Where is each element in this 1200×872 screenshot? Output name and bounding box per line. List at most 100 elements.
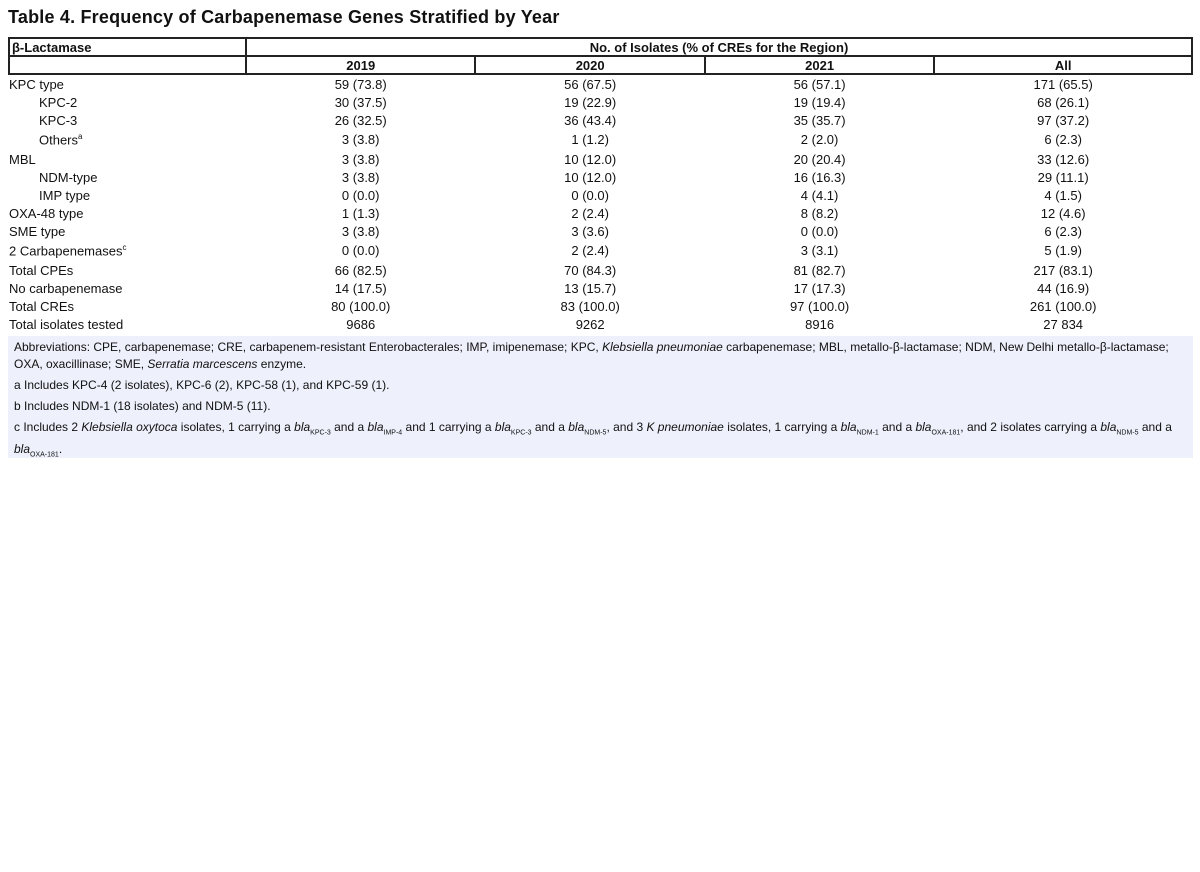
cell-value: 3 (3.8) <box>341 151 380 167</box>
gene-subscript: NDM-1 <box>856 429 879 437</box>
table-row: OXA-48 type 1 (1.3) 2 (2.4) 8 (8.2) 12 (4.6) <box>9 204 1192 222</box>
cell-value: 4 (4.1) <box>800 187 839 203</box>
footnote-c: c Includes 2 Klebsiella oxytoca isolates… <box>14 419 1187 464</box>
row-label-text: 2 Carbapenemases <box>9 243 123 259</box>
cell-value: 27 834 <box>1043 316 1084 332</box>
cell-value: 1 (1.2) <box>571 132 609 147</box>
carbapenemase-table: β-Lactamase No. of Isolates (% of CREs f… <box>8 37 1193 333</box>
footnote-marker: c <box>122 242 127 252</box>
row-label: Total CPEs <box>9 261 246 279</box>
table-row: KPC-3 26 (32.5) 36 (43.4) 35 (35.7) 97 (37.2… <box>9 111 1192 129</box>
footnote-text: bla <box>1100 420 1117 434</box>
footnote-text: Klebsiella oxytoca <box>81 420 178 434</box>
table-row: 2 Carbapenemasesc 0 (0.0) 2 (2.4) 3 (3.1) 5 … <box>9 240 1192 261</box>
table-row: KPC type 59 (73.8) 56 (67.5) 56 (57.1) 171 (… <box>9 74 1192 93</box>
footnote-text: bla <box>568 420 585 434</box>
cell-value: 36 (43.4) <box>564 112 617 128</box>
header-year: 2020 <box>474 55 706 75</box>
cell-value: 10 (12.0) <box>564 169 617 185</box>
cell-value: 70 (84.3) <box>564 262 617 278</box>
footnote-text: bla <box>494 420 511 434</box>
cell-value: 97 (37.2) <box>1037 112 1090 128</box>
header-row-years: 2019 2020 2021 All <box>8 55 1193 75</box>
cell-value: 26 (32.5) <box>334 112 387 128</box>
header-isolates-group: No. of Isolates (% of CREs for the Regio… <box>245 37 1193 57</box>
cell-value: 261 (100.0) <box>1029 298 1097 314</box>
row-label-text: Others <box>39 132 79 148</box>
row-label: KPC-3 <box>9 111 246 129</box>
cell-value: 16 (16.3) <box>793 169 846 185</box>
cell-value: 80 (100.0) <box>331 298 391 314</box>
footnote-text: isolates, 1 carrying a <box>177 420 295 434</box>
header-row-group: β-Lactamase No. of Isolates (% of CREs f… <box>8 37 1193 57</box>
cell-value: 2 (2.4) <box>571 205 609 221</box>
row-label-text: IMP type <box>39 187 91 203</box>
cell-value: 5 (1.9) <box>1044 243 1082 258</box>
table-row: Total CREs 80 (100.0) 83 (100.0) 97 (100.0)… <box>9 297 1192 315</box>
row-label: Total isolates tested <box>9 315 246 333</box>
footnote-text: and a <box>878 420 916 434</box>
table-title: Table 4. Frequency of Carbapenemase Gene… <box>8 7 560 27</box>
row-label: IMP type <box>9 186 246 204</box>
table-body: KPC type 59 (73.8) 56 (67.5) 56 (57.1) 171 (… <box>9 74 1192 333</box>
table-row: Total CPEs 66 (82.5) 70 (84.3) 81 (82.7) 217… <box>9 261 1192 279</box>
footnote-text: and a <box>1138 420 1172 434</box>
cell-value: 0 (0.0) <box>571 187 609 203</box>
table-row: KPC-2 30 (37.5) 19 (22.9) 19 (19.4) 68 (26.1… <box>9 93 1192 111</box>
table-row: SME type 3 (3.8) 3 (3.6) 0 (0.0) 6 (2.3) <box>9 222 1192 240</box>
footnote-text: Abbreviations: CPE, carbapenemase; CRE, … <box>14 340 603 354</box>
cell-value: 33 (12.6) <box>1037 151 1090 167</box>
cell-value: 97 (100.0) <box>789 298 850 314</box>
cell-value: 19 (22.9) <box>564 94 617 110</box>
row-label-text: No carbapenemase <box>9 280 123 296</box>
cell-value: 0 (0.0) <box>341 187 380 203</box>
gene-subscript: NDM-5 <box>1116 429 1139 437</box>
table-row: Othersa 3 (3.8) 1 (1.2) 2 (2.0) 6 (2.3) <box>9 129 1192 150</box>
gene-subscript: KPC-3 <box>310 429 331 437</box>
row-label: MBL <box>9 150 246 168</box>
footnote-marker: a <box>78 131 83 141</box>
cell-value: 13 (15.7) <box>564 280 617 296</box>
cell-value: 81 (82.7) <box>793 262 846 278</box>
cell-value: 56 (67.5) <box>564 76 617 92</box>
cell-value: 44 (16.9) <box>1037 280 1090 296</box>
row-label-text: KPC type <box>9 76 64 92</box>
row-label: KPC type <box>9 74 246 93</box>
row-label-text: KPC-2 <box>39 94 78 110</box>
row-label: Total CREs <box>9 297 246 315</box>
cell-value: 0 (0.0) <box>800 223 839 239</box>
cell-value: 3 (3.8) <box>341 223 380 239</box>
cell-value: 19 (19.4) <box>793 94 846 110</box>
cell-value: 171 (65.5) <box>1033 76 1093 92</box>
footnote-text: and a <box>330 420 368 434</box>
cell-value: 6 (2.3) <box>1044 132 1082 147</box>
gene-subscript: IMP-4 <box>383 429 403 437</box>
cell-value: 14 (17.5) <box>334 280 387 296</box>
header-year: All <box>933 55 1193 75</box>
footnote-abbreviations: Abbreviations: CPE, carbapenemase; CRE, … <box>14 339 1187 373</box>
header-year: 2019 <box>244 55 477 75</box>
cell-value: 30 (37.5) <box>334 94 387 110</box>
footnote-text: bla <box>840 420 857 434</box>
cell-value: 83 (100.0) <box>560 298 620 314</box>
row-label: 2 Carbapenemasesc <box>9 240 246 261</box>
cell-value: 217 (83.1) <box>1033 262 1093 278</box>
footnote-text: , and 2 isolates carrying a <box>960 420 1101 434</box>
footnote-text: . <box>58 442 63 457</box>
footnote-text: and 1 carrying a <box>402 420 495 434</box>
footnote-text: bla <box>14 442 31 457</box>
row-label-text: SME type <box>9 223 66 239</box>
cell-value: 2 (2.4) <box>571 243 609 258</box>
cell-value: 12 (4.6) <box>1040 205 1086 221</box>
row-label-text: OXA-48 type <box>9 205 84 221</box>
row-label-text: Total isolates tested <box>9 316 124 332</box>
cell-value: 3 (3.1) <box>800 243 839 258</box>
cell-value: 10 (12.0) <box>564 151 617 167</box>
cell-value: 4 (1.5) <box>1044 187 1082 203</box>
footnotes: Abbreviations: CPE, carbapenemase; CRE, … <box>8 336 1193 459</box>
footnote-a: a Includes KPC-4 (2 isolates), KPC-6 (2)… <box>14 378 390 392</box>
row-label-text: KPC-3 <box>39 112 78 128</box>
cell-value: 3 (3.8) <box>341 169 380 185</box>
footnote-text: bla <box>367 420 384 434</box>
cell-value: 59 (73.8) <box>334 76 387 92</box>
